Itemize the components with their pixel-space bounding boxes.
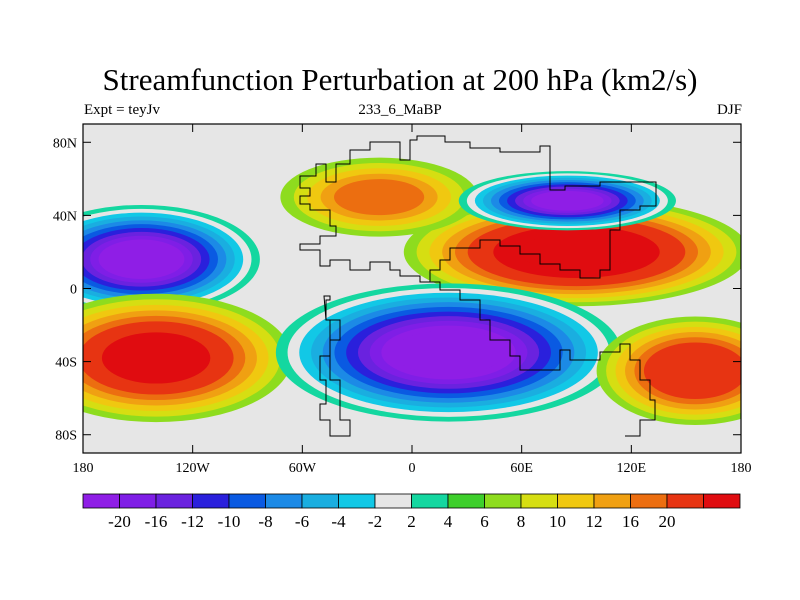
colorbar-label: -8 [258,512,272,531]
colorbar-label: 8 [517,512,526,531]
colorbar-swatch [338,493,376,509]
colorbar-swatch [484,493,522,509]
colorbar-label: 12 [586,512,603,531]
contour-level [101,332,211,384]
colorbar-swatch [119,493,157,509]
y-tick-label: 80N [53,136,77,151]
y-tick-label: 40N [53,209,77,224]
x-tick-label: 60W [289,461,317,476]
colorbar-swatch [520,493,558,509]
contour-level [98,239,185,279]
colorbar-swatch [666,493,704,509]
colorbar-swatch [374,493,412,509]
contour-level [393,330,504,375]
colorbar-swatch [557,493,595,509]
contour-feature [596,316,741,426]
contour-level [518,233,635,271]
x-tick-label: 180 [73,461,94,476]
contour-feature [458,171,676,231]
colorbar-label: -2 [368,512,382,531]
colorbar-swatch [703,493,741,509]
season-label: DJF [716,102,742,118]
colorbar-label: 20 [659,512,676,531]
colorbar-swatch [82,493,120,509]
contour-level [643,342,741,400]
y-tick-label: 80S [55,429,77,444]
y-tick-label: 0 [70,283,77,298]
x-tick-label: 120W [176,461,211,476]
contour-level [334,179,425,216]
colorbar-label: -12 [181,512,204,531]
contour-feature [83,204,260,314]
colorbar-label: 6 [480,512,489,531]
run-label: 233_6_MaBP [358,102,442,118]
contour-feature [403,197,741,307]
x-tick-label: 60E [510,461,533,476]
colorbar-label: -16 [145,512,168,531]
colorbar-swatch [630,493,668,509]
contour-level [531,190,604,211]
colorbar-swatch [228,493,266,509]
contour-feature [83,293,292,423]
colorbar-label: 2 [407,512,416,531]
colorbar-swatch [192,493,230,509]
colorbar-label: 4 [444,512,453,531]
x-tick-label: 0 [409,461,416,476]
continent-outline-africa [430,281,656,437]
x-tick-label: 120E [617,461,647,476]
colorbar-swatch [155,493,193,509]
colorbar-label: -4 [331,512,346,531]
colorbar-label: 10 [549,512,566,531]
chart-title: Streamfunction Perturbation at 200 hPa (… [102,62,698,97]
colorbar-swatch [411,493,449,509]
colorbar-label: 16 [622,512,639,531]
continent-outline [299,135,657,283]
colorbar-swatch [447,493,485,509]
continent-outline-south [319,295,351,437]
contour-feature [275,283,622,422]
x-tick-label: 180 [731,461,752,476]
colorbar-label: -20 [108,512,131,531]
contour-feature [280,157,478,237]
colorbar-swatch [593,493,631,509]
experiment-label: Expt = teyJv [84,102,160,118]
y-tick-label: 40S [55,356,77,371]
colorbar-swatch [301,493,339,509]
colorbar-swatch [265,493,303,509]
colorbar-label: -6 [295,512,309,531]
colorbar-label: -10 [218,512,241,531]
